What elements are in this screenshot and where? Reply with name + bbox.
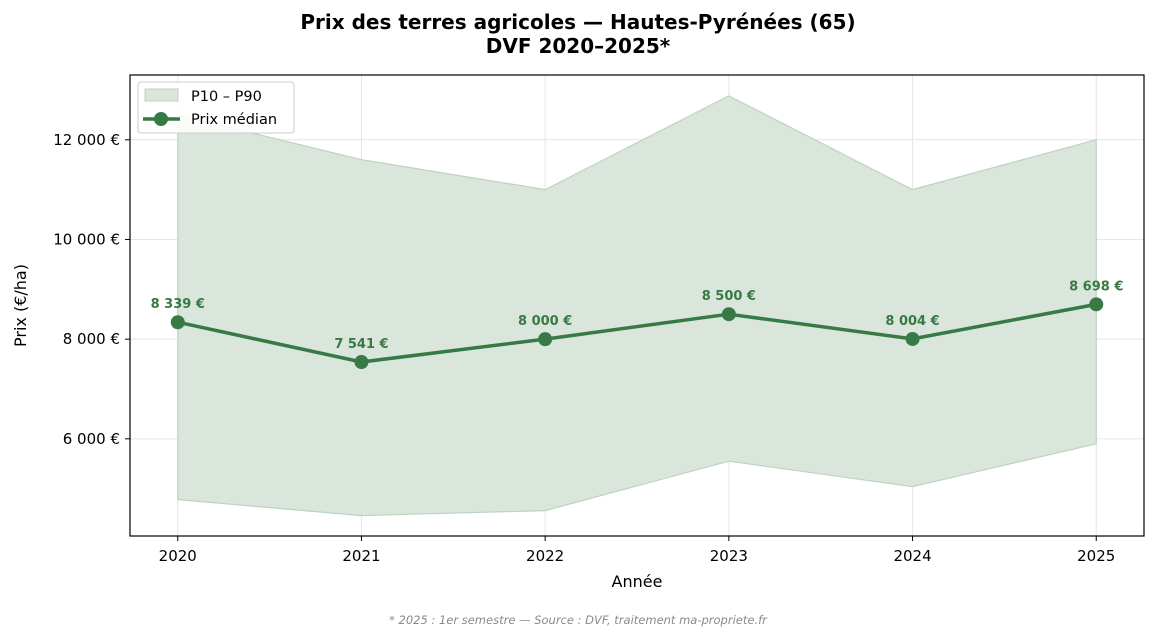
data-label: 7 541 € (334, 337, 388, 352)
data-label-layer: 8 339 € 7 541 € 8 000 € 8 500 € 8 004 € 8 698… (151, 279, 1124, 352)
legend-line-marker (154, 112, 168, 126)
legend-band-label: P10 – P90 (191, 89, 262, 105)
percentile-band-layer (177, 95, 1097, 517)
median-point (170, 315, 185, 330)
median-point (721, 307, 736, 322)
y-tick-label: 12 000 € (53, 131, 120, 149)
axis-layer: 2020 2021 2022 2023 2024 2025 6 000 € 8 000 € 10… (53, 131, 1115, 565)
y-axis-label: Prix (€/ha) (11, 264, 30, 347)
data-label: 8 339 € (151, 297, 205, 312)
x-tick-label: 2024 (893, 547, 931, 565)
data-label: 8 500 € (702, 289, 756, 304)
data-label: 8 000 € (518, 314, 572, 329)
median-point (905, 331, 920, 346)
x-tick-label: 2021 (342, 547, 380, 565)
chart-title: Prix des terres agricoles — Hautes-Pyrén… (300, 10, 856, 34)
y-tick-label: 10 000 € (53, 230, 120, 248)
median-line (177, 302, 1097, 364)
median-point (1089, 297, 1104, 312)
plot-frame (129, 74, 1145, 537)
x-tick-label: 2022 (526, 547, 564, 565)
x-axis-label: Année (612, 572, 663, 591)
percentile-band-area (177, 95, 1097, 517)
y-tick-label: 6 000 € (63, 430, 120, 448)
median-line-layer (170, 297, 1104, 370)
x-tick-label: 2020 (159, 547, 197, 565)
legend-median-label: Prix médian (191, 112, 277, 128)
data-label: 8 698 € (1069, 279, 1123, 294)
median-point (538, 332, 553, 347)
data-label: 8 004 € (885, 314, 939, 329)
x-tick-label: 2025 (1077, 547, 1115, 565)
x-tick-label: 2023 (710, 547, 748, 565)
chart-subtitle: DVF 2020–2025* (485, 34, 671, 58)
footnote: * 2025 : 1er semestre — Source : DVF, tr… (389, 613, 767, 627)
legend-band-swatch (144, 88, 179, 102)
legend: P10 – P90 Prix médian (137, 81, 295, 134)
median-point (354, 355, 369, 370)
y-tick-label: 8 000 € (63, 330, 120, 348)
